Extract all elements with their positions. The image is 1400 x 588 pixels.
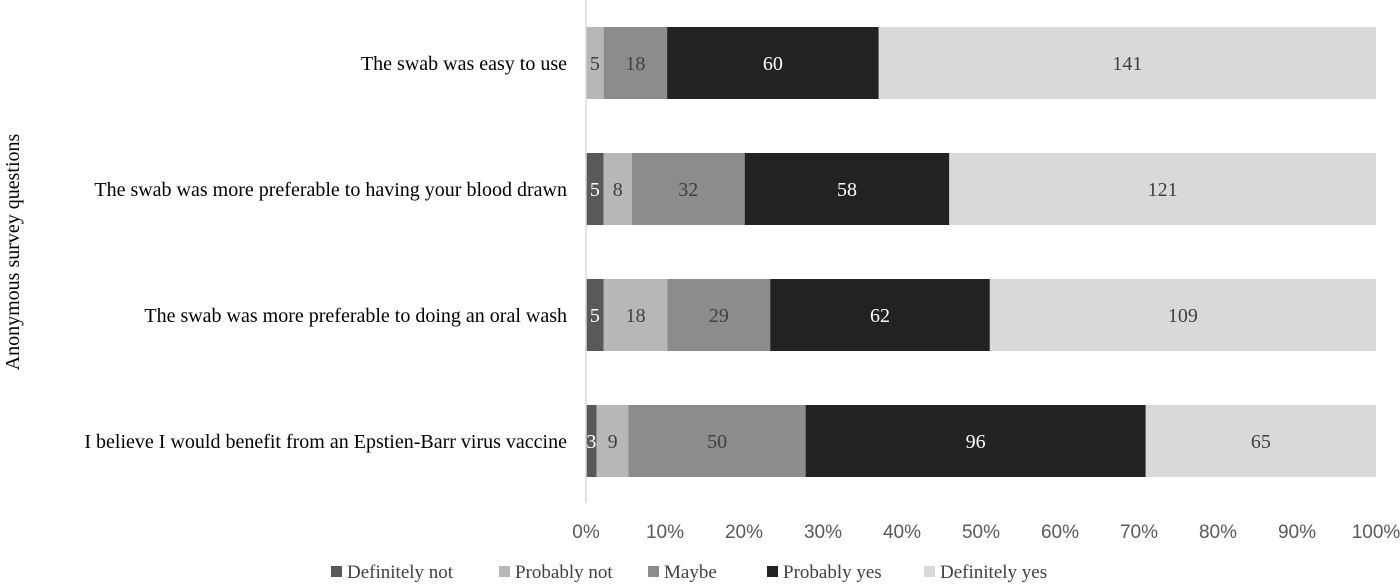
x-tick-label: 70%: [1120, 522, 1158, 543]
data-label: 121: [1148, 179, 1178, 201]
category-label: The swab was easy to use: [361, 53, 567, 75]
data-label: 65: [1251, 431, 1271, 453]
bar-segment: [989, 279, 1376, 351]
data-label: 8: [613, 179, 623, 201]
legend-item: Probably yes: [767, 562, 882, 583]
legend-item: Definitely not: [331, 562, 454, 583]
x-tick-label: 10%: [646, 522, 684, 543]
legend-swatch: [648, 566, 659, 577]
bar-segment: [770, 279, 990, 351]
data-label: 5: [590, 305, 600, 327]
bar-segment: [744, 153, 950, 225]
bar-segment: [603, 279, 668, 351]
bar-segment: [1145, 405, 1376, 477]
data-label: 96: [966, 431, 986, 453]
x-tick-label: 20%: [725, 522, 763, 543]
legend-label: Maybe: [664, 562, 717, 583]
bar-segment: [603, 27, 668, 99]
bar-segment: [586, 153, 604, 225]
legend-swatch: [767, 566, 778, 577]
legend-swatch: [499, 566, 510, 577]
x-tick-label: 40%: [883, 522, 921, 543]
bar-segment: [603, 153, 632, 225]
legend-item: Maybe: [648, 562, 717, 583]
data-label: 3: [586, 431, 596, 453]
bar-segment: [805, 405, 1146, 477]
data-label: 60: [763, 53, 783, 75]
x-tick-label: 50%: [962, 522, 1000, 543]
data-label: 109: [1168, 305, 1198, 327]
x-tick-label: 60%: [1041, 522, 1079, 543]
category-label: I believe I would benefit from an Epstie…: [84, 431, 567, 453]
data-label: 5: [590, 179, 600, 201]
y-axis-title: Anonymous survey questions: [2, 133, 24, 370]
x-tick-label: 100%: [1352, 522, 1400, 543]
category-label: The swab was more preferable to doing an…: [144, 305, 567, 327]
data-label: 32: [678, 179, 698, 201]
data-label: 9: [608, 431, 618, 453]
legend: Definitely not Probably not Maybe Probably …: [331, 562, 1047, 583]
data-label: 29: [709, 305, 729, 327]
data-label: 50: [707, 431, 727, 453]
x-tick-label: 0%: [572, 522, 600, 543]
data-label: 18: [626, 305, 646, 327]
x-tick-label: 30%: [804, 522, 842, 543]
bar-segment: [878, 27, 1376, 99]
legend-item: Probably not: [499, 562, 613, 583]
data-label: 18: [625, 53, 645, 75]
bar-segment: [586, 279, 604, 351]
legend-label: Probably not: [515, 562, 613, 583]
x-tick-labels: 0% 10% 20% 30% 40% 50% 60% 70% 80% 90% 100%: [572, 522, 1400, 543]
legend-label: Definitely yes: [940, 562, 1047, 583]
bar-segment: [631, 153, 745, 225]
bar-segment: [667, 27, 879, 99]
data-label: 62: [870, 305, 890, 327]
bar-segment: [628, 405, 806, 477]
category-label: The swab was more preferable to having y…: [94, 179, 567, 201]
legend-label: Definitely not: [347, 562, 454, 583]
legend-swatch: [331, 566, 342, 577]
data-label: 141: [1112, 53, 1142, 75]
x-tick-label: 80%: [1199, 522, 1237, 543]
bar-segment: [949, 153, 1376, 225]
bar-segment: [586, 405, 597, 477]
bar-segment: [586, 27, 604, 99]
data-label: 58: [837, 179, 857, 201]
x-tick-label: 90%: [1278, 522, 1316, 543]
bar-segment: [667, 279, 771, 351]
bar-segment: [596, 405, 629, 477]
data-label: 5: [590, 53, 600, 75]
legend-swatch: [924, 566, 935, 577]
legend-item: Definitely yes: [924, 562, 1047, 583]
category-labels: The swab was easy to use The swab was mor…: [84, 53, 567, 453]
legend-label: Probably yes: [783, 562, 882, 583]
